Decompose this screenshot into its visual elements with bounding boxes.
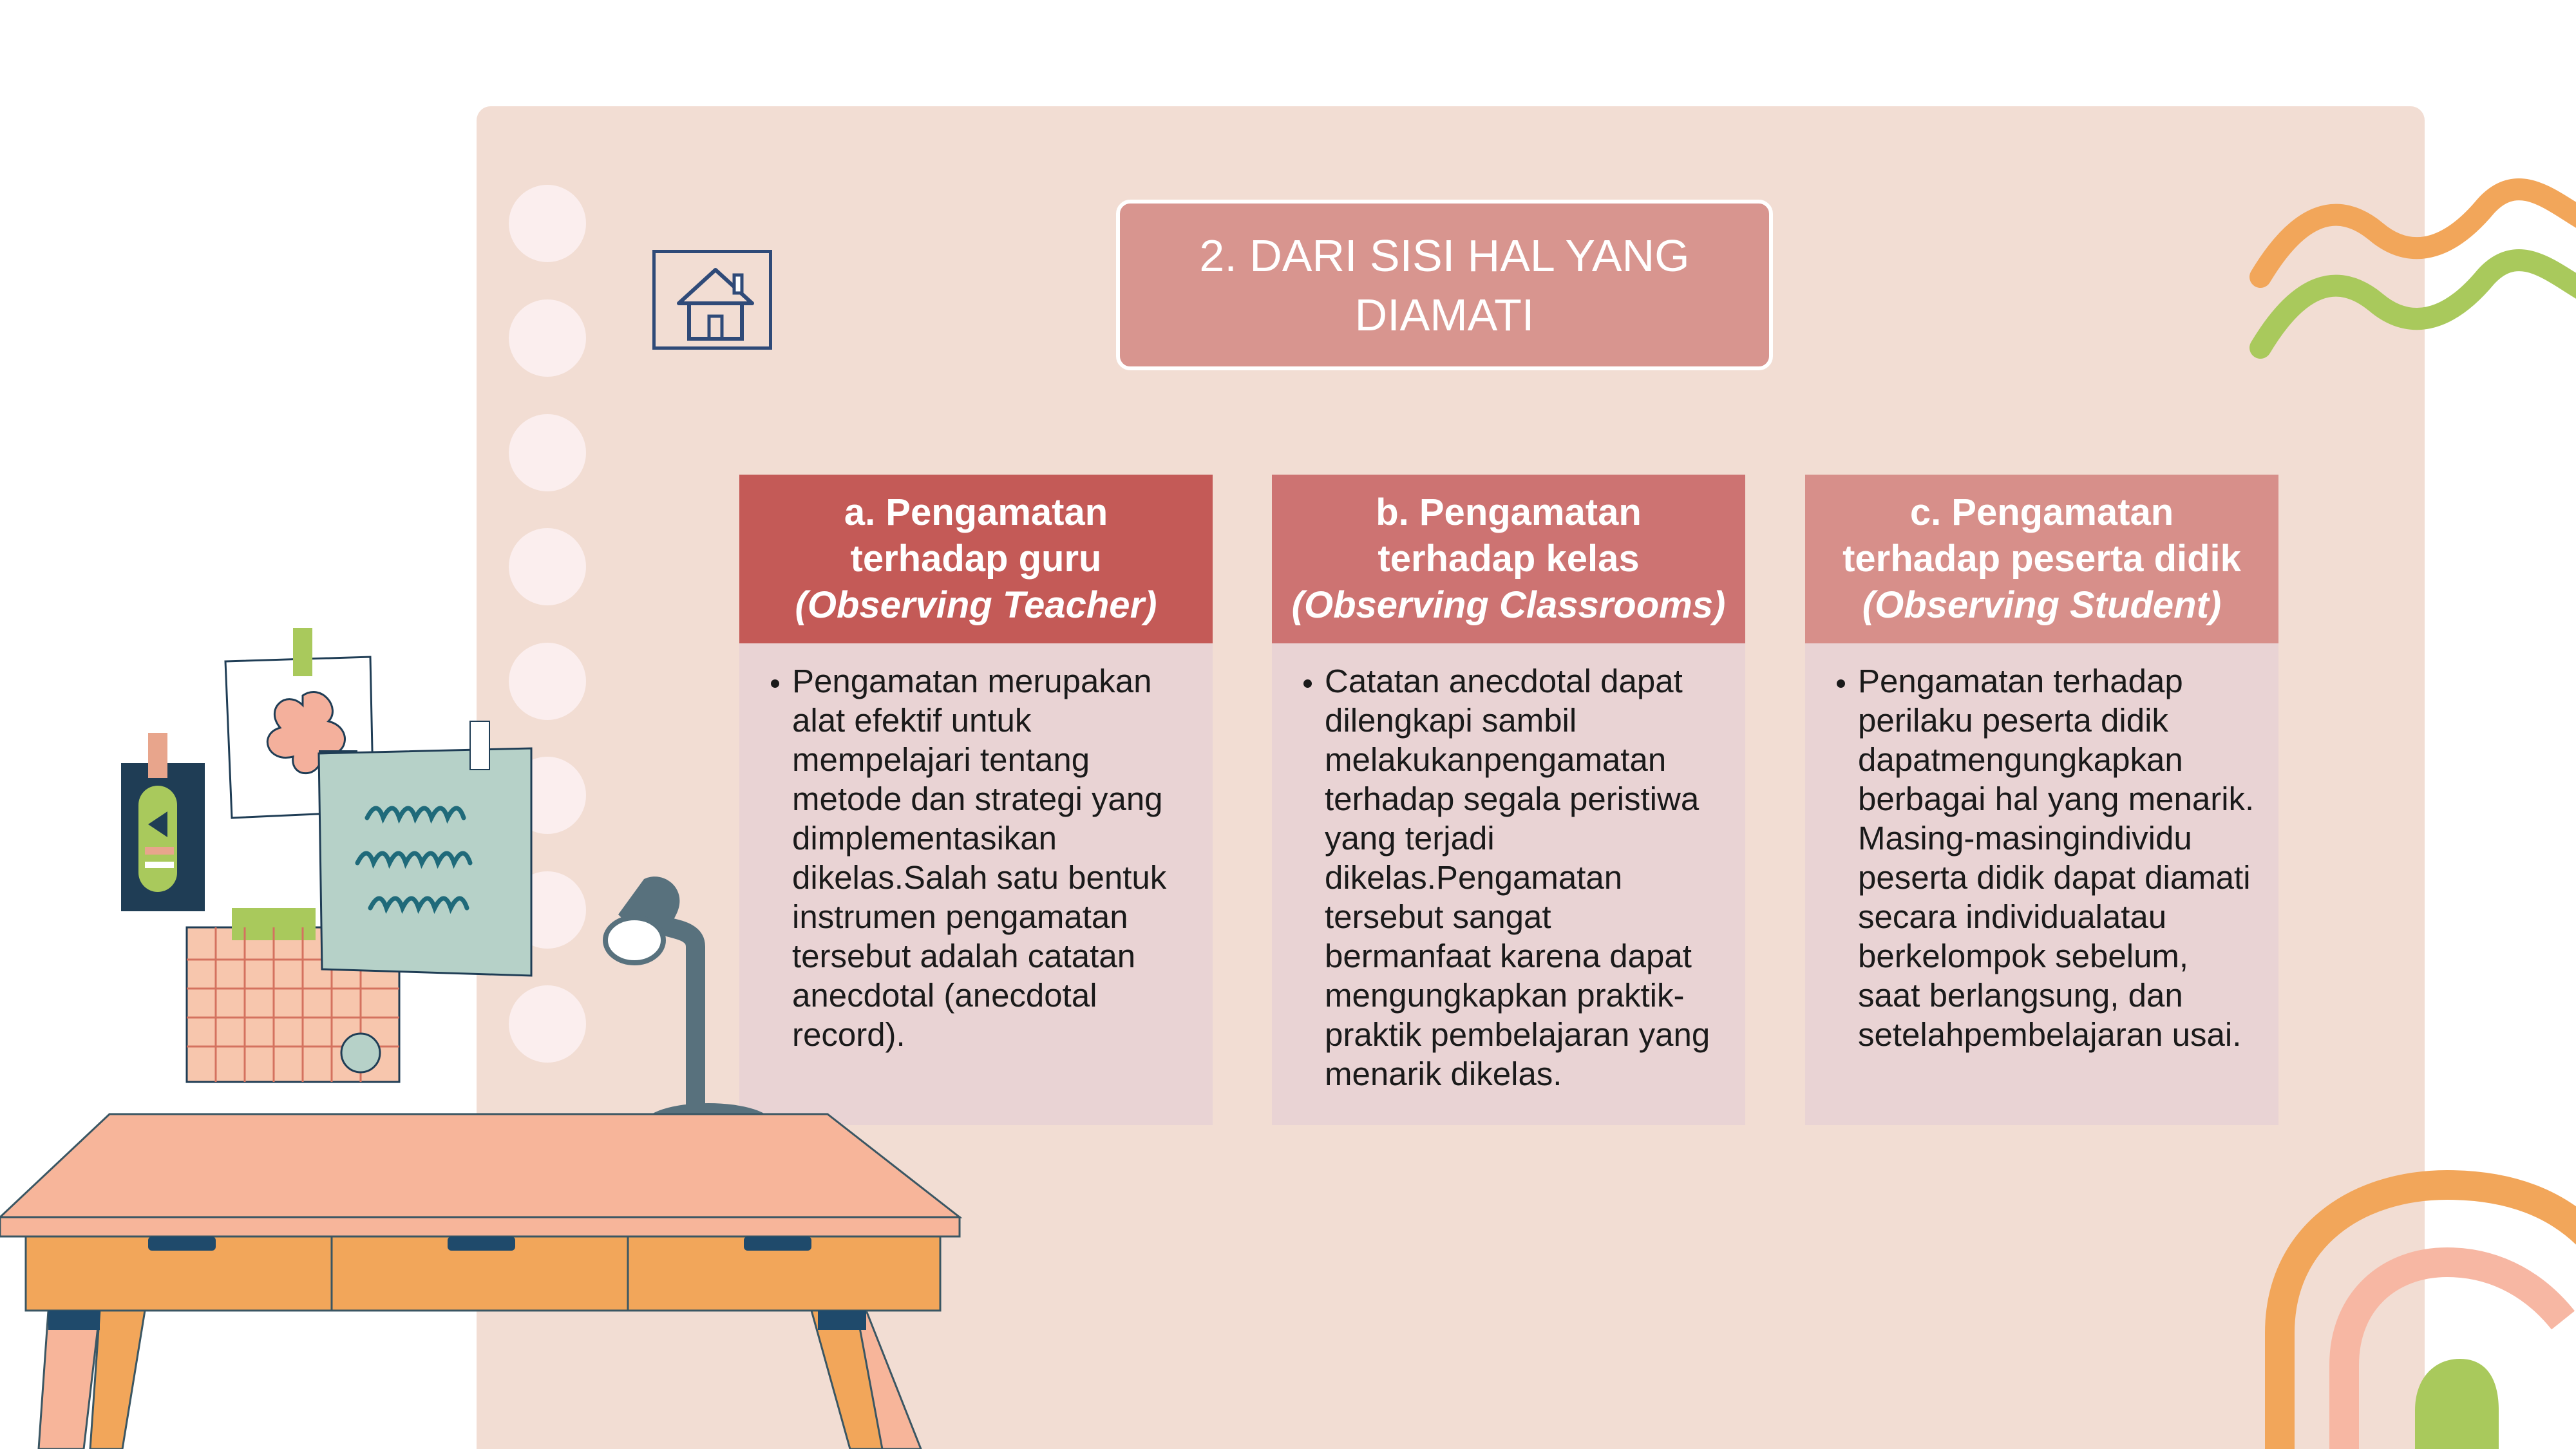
home-button[interactable] bbox=[652, 250, 772, 350]
pinboard-illustration bbox=[121, 628, 533, 1083]
notebook-hole bbox=[509, 528, 586, 605]
column-observing-student: c. Pengamatan terhadap peserta didik (Ob… bbox=[1805, 475, 2278, 1125]
column-header: a. Pengamatan terhadap guru (Observing T… bbox=[739, 475, 1213, 643]
column-observing-teacher: a. Pengamatan terhadap guru (Observing T… bbox=[739, 475, 1213, 1125]
column-subtitle: (Observing Student) bbox=[1862, 584, 2222, 626]
column-title: c. Pengamatan terhadap peserta didik bbox=[1842, 491, 2241, 580]
column-observing-classrooms: b. Pengamatan terhadap kelas (Observing … bbox=[1272, 475, 1745, 1125]
column-title: a. Pengamatan terhadap guru bbox=[844, 491, 1108, 580]
desk-illustration bbox=[0, 1113, 963, 1449]
rainbow-decoration bbox=[2265, 1170, 2576, 1449]
notebook-hole bbox=[509, 414, 586, 491]
column-body: Pengamatan merupakan alat efektif untuk … bbox=[739, 643, 1213, 1125]
column-header: c. Pengamatan terhadap peserta didik (Ob… bbox=[1805, 475, 2278, 643]
home-icon bbox=[677, 268, 754, 341]
column-header: b. Pengamatan terhadap kelas (Observing … bbox=[1272, 475, 1745, 643]
column-text: Pengamatan merupakan alat efektif untuk … bbox=[792, 661, 1193, 1054]
column-body: Catatan anecdotal dapat dilengkapi sambi… bbox=[1272, 643, 1745, 1125]
column-subtitle: (Observing Teacher) bbox=[795, 584, 1157, 626]
column-text: Catatan anecdotal dapat dilengkapi sambi… bbox=[1325, 661, 1726, 1094]
squiggle-decoration bbox=[2249, 178, 2576, 359]
column-title: b. Pengamatan terhadap kelas bbox=[1376, 491, 1642, 580]
notebook-hole bbox=[509, 985, 586, 1063]
column-subtitle: (Observing Classrooms) bbox=[1291, 584, 1726, 626]
notebook-hole bbox=[509, 643, 586, 720]
slide-title: 2. DARI SISI HAL YANG DIAMATI bbox=[1199, 230, 1690, 340]
column-text: Pengamatan terhadap perilaku peserta did… bbox=[1858, 661, 2259, 1054]
slide-title-box: 2. DARI SISI HAL YANG DIAMATI bbox=[1116, 200, 1773, 370]
notebook-hole bbox=[509, 299, 586, 377]
notebook-hole bbox=[509, 185, 586, 262]
column-body: Pengamatan terhadap perilaku peserta did… bbox=[1805, 643, 2278, 1125]
